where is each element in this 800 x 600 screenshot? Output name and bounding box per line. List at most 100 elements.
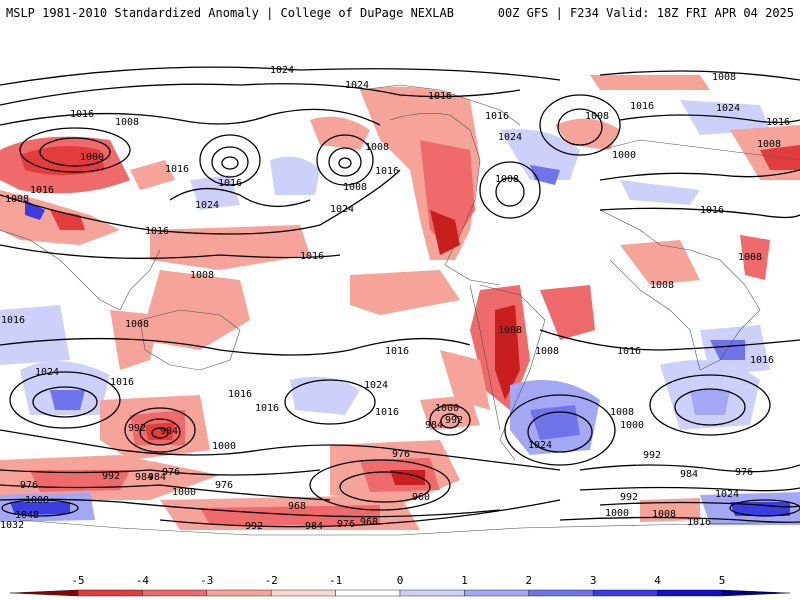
isobar-labels: 1024 1024 1016 1008 1016 1000 1016 1016 …: [0, 65, 790, 532]
isobar-label: 960: [412, 492, 430, 503]
colorbar-segment: [9, 589, 79, 597]
isobars: [0, 66, 800, 528]
isobar-label: 984: [135, 472, 153, 483]
colorbar-tick-label: -4: [136, 574, 150, 587]
isobar-label: 984: [305, 521, 323, 532]
isobar-label: 1024: [345, 80, 369, 91]
isobar-label: 976: [162, 467, 180, 478]
isobar-label: 1008: [190, 270, 214, 281]
isobar-label: 992: [102, 471, 120, 482]
isobar-label: 1024: [330, 204, 354, 215]
colorbar-tick-label: 4: [654, 574, 661, 587]
colorbar-legend: -5 -4 -3 -2 -1 0 1 2 3 4 5: [9, 574, 791, 597]
isobar-label: 1008: [712, 72, 736, 83]
isobar-label: 984: [425, 420, 443, 431]
isobar-label: 1008: [535, 346, 559, 357]
isobar-label: 968: [288, 501, 306, 512]
colorbar-tick-label: 1: [461, 574, 468, 587]
isobar-label: 984: [160, 426, 178, 437]
colorbar-segment: [528, 589, 594, 597]
isobar-label: 1024: [364, 380, 388, 391]
isobar-label: 1000: [80, 152, 104, 163]
isobar-label: 1048: [15, 510, 39, 521]
colorbar-tick-label: -1: [329, 574, 342, 587]
anomaly-shading: [0, 75, 800, 530]
colorbar-segment: [206, 589, 272, 597]
isobar-label: 984: [680, 469, 698, 480]
colorbar-segment: [721, 589, 791, 597]
isobar-label: 968: [360, 517, 378, 528]
isobar-label: 976: [215, 480, 233, 491]
isobar-label: 1024: [270, 65, 294, 76]
isobar-label: 976: [337, 519, 355, 530]
colorbar-segment: [271, 589, 336, 597]
isobar-label: 1000: [620, 420, 644, 431]
isobar-label: 1008: [115, 117, 139, 128]
colorbar-tick-label: 5: [719, 574, 726, 587]
isobar-label: 1016: [630, 101, 654, 112]
isobar-label: 1016: [687, 517, 711, 528]
colorbar-segment: [142, 589, 207, 597]
isobar-label: 1000: [605, 508, 629, 519]
colorbar-tick-label: 0: [397, 574, 404, 587]
isobar-label: 992: [643, 450, 661, 461]
isobar-label: 1008: [125, 319, 149, 330]
colorbar-segment: [399, 589, 465, 597]
header: MSLP 1981-2010 Standardized Anomaly | Co…: [0, 0, 800, 28]
model-run-info: 00Z GFS | F234 Valid: 18Z FRI APR 04 202…: [497, 6, 794, 20]
colorbar-segments: [9, 589, 791, 597]
isobar-label: 1008: [652, 509, 676, 520]
colorbar-tick-label: -5: [71, 574, 84, 587]
isobar-label: 1024: [195, 200, 219, 211]
isobar-label: 992: [445, 415, 463, 426]
isobar-label: 1024: [498, 132, 522, 143]
isobar-label: 992: [620, 492, 638, 503]
isobar-label: 1008: [25, 495, 49, 506]
map-title: MSLP 1981-2010 Standardized Anomaly | Co…: [6, 6, 454, 20]
isobar-label: 1008: [650, 280, 674, 291]
pressure-anomaly-map: 1024 1024 1016 1008 1016 1000 1016 1016 …: [0, 30, 800, 558]
isobar-label: 1024: [528, 440, 552, 451]
isobar-label: 1016: [145, 226, 169, 237]
isobar-label: 1016: [30, 185, 54, 196]
colorbar-tick-label: -3: [200, 574, 213, 587]
isobar-label: 1016: [165, 164, 189, 175]
isobar-label: 1016: [218, 178, 242, 189]
isobar-label: 1016: [228, 389, 252, 400]
isobar-label: 984: [148, 472, 166, 483]
isobar-label: 1016: [300, 251, 324, 262]
isobar-label: 1016: [385, 346, 409, 357]
isobar-label: 1008: [495, 174, 519, 185]
isobar-label: 1008: [343, 182, 367, 193]
isobar-label: 1000: [172, 487, 196, 498]
isobar-label: 1008: [738, 252, 762, 263]
colorbar-tick-label: 3: [590, 574, 597, 587]
colorbar-segment: [77, 589, 143, 597]
isobar-label: 976: [20, 480, 38, 491]
colorbar-tick-labels: -5 -4 -3 -2 -1 0 1 2 3 4 5: [71, 574, 725, 587]
isobar-label: 1008: [498, 325, 522, 336]
isobar-label: 1016: [485, 111, 509, 122]
isobar-label: 1016: [700, 205, 724, 216]
isobar-label: 976: [392, 449, 410, 460]
coastlines: [0, 84, 800, 536]
isobar-label: 1016: [110, 377, 134, 388]
isobar-label: 992: [245, 521, 263, 532]
colorbar-tick-label: -2: [265, 574, 278, 587]
colorbar-segment: [464, 589, 529, 597]
isobar-label: 1000: [212, 441, 236, 452]
isobar-label: 1016: [617, 346, 641, 357]
isobar-label: 1008: [757, 139, 781, 150]
isobar-label: 1016: [766, 117, 790, 128]
isobar-label: 1032: [0, 520, 24, 531]
colorbar-segment: [657, 589, 723, 597]
colorbar-segment: [335, 589, 401, 597]
isobar-label: 1016: [375, 407, 399, 418]
isobar-label: 1016: [428, 91, 452, 102]
colorbar-segment: [593, 589, 658, 597]
isobar-label: 1008: [610, 407, 634, 418]
isobar-label: 1008: [585, 111, 609, 122]
isobar-label: 976: [735, 467, 753, 478]
isobar-label: 1008: [365, 142, 389, 153]
isobar-label: 1024: [35, 367, 59, 378]
